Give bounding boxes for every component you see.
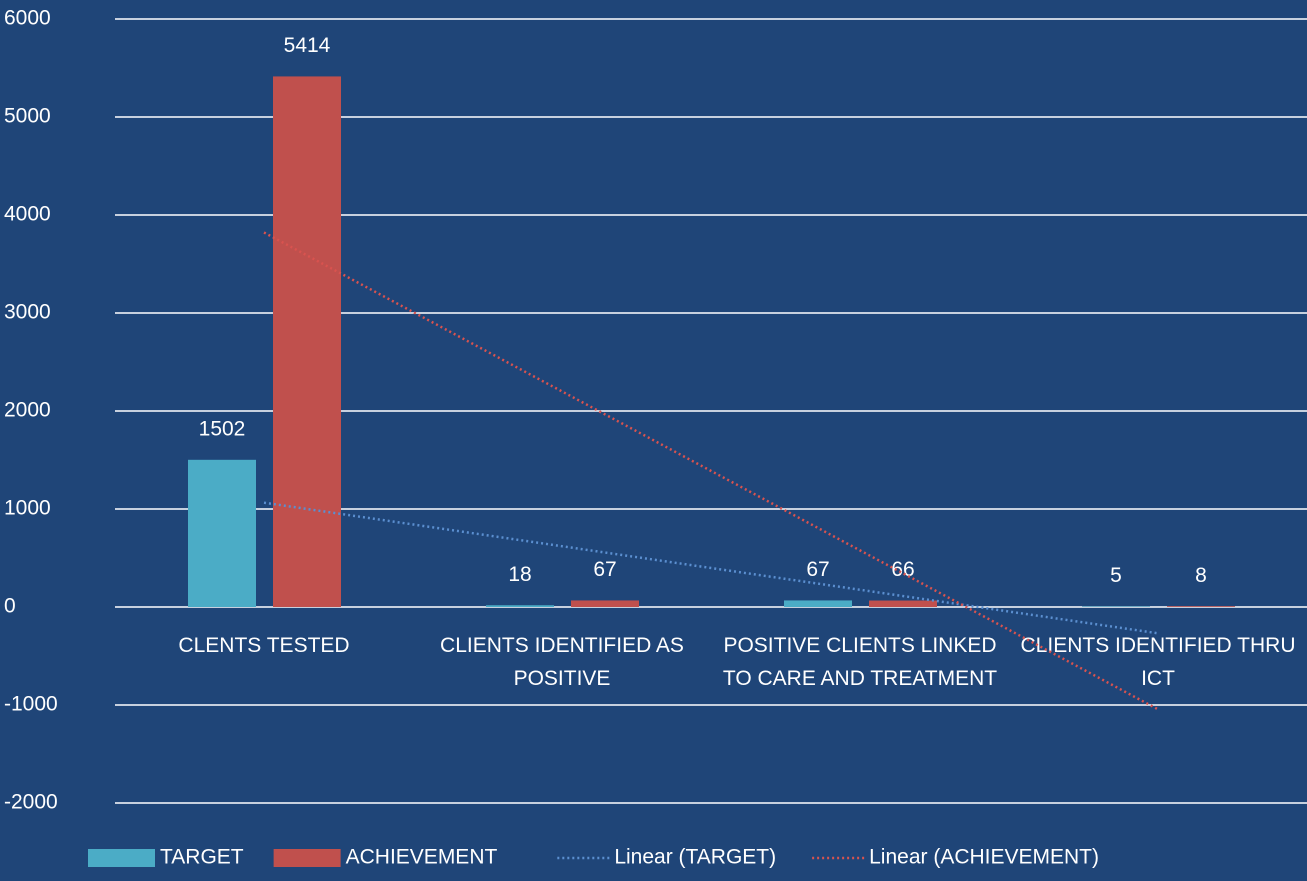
x-tick-label: CLIENTS IDENTIFIED AS POSITIVE [440, 634, 684, 690]
bar [273, 76, 341, 608]
bar [784, 600, 852, 607]
legend-swatch [273, 849, 341, 867]
y-tick-label: 1000 [4, 497, 51, 520]
legend-label: ACHIEVEMENT [346, 846, 498, 869]
x-tick-label: CLIENTS IDENTIFIED THRU ICT [1021, 634, 1296, 690]
data-label: 1502 [199, 417, 246, 440]
y-tick-label: -1000 [4, 693, 58, 716]
bar [571, 600, 639, 607]
x-tick-label: POSITIVE CLIENTS LINKED TO CARE AND TREAT… [723, 634, 997, 690]
data-label: 5414 [284, 34, 331, 57]
data-label: 8 [1195, 564, 1207, 587]
legend-label: TARGET [160, 846, 244, 869]
x-tick-label: CLENTS TESTED [178, 634, 349, 657]
bar [869, 600, 937, 607]
y-tick-label: 2000 [4, 399, 51, 422]
data-label: 5 [1110, 564, 1122, 587]
legend-label: Linear (TARGET) [614, 846, 776, 869]
trendline [263, 501, 1159, 635]
data-label: 18 [508, 563, 531, 586]
y-tick-label: 6000 [4, 7, 51, 30]
data-label: 67 [806, 558, 829, 581]
bar [188, 459, 256, 607]
y-tick-label: 3000 [4, 301, 51, 324]
y-tick-label: -2000 [4, 791, 58, 814]
y-tick-label: 0 [4, 595, 16, 618]
legend-swatch [88, 849, 155, 867]
legend-label: Linear (ACHIEVEMENT) [869, 846, 1099, 869]
data-label: 67 [593, 558, 616, 581]
bar [486, 605, 554, 607]
y-tick-label: 4000 [4, 203, 51, 226]
trendline [263, 231, 1159, 711]
y-tick-label: 5000 [4, 105, 51, 128]
bar [1167, 606, 1235, 607]
